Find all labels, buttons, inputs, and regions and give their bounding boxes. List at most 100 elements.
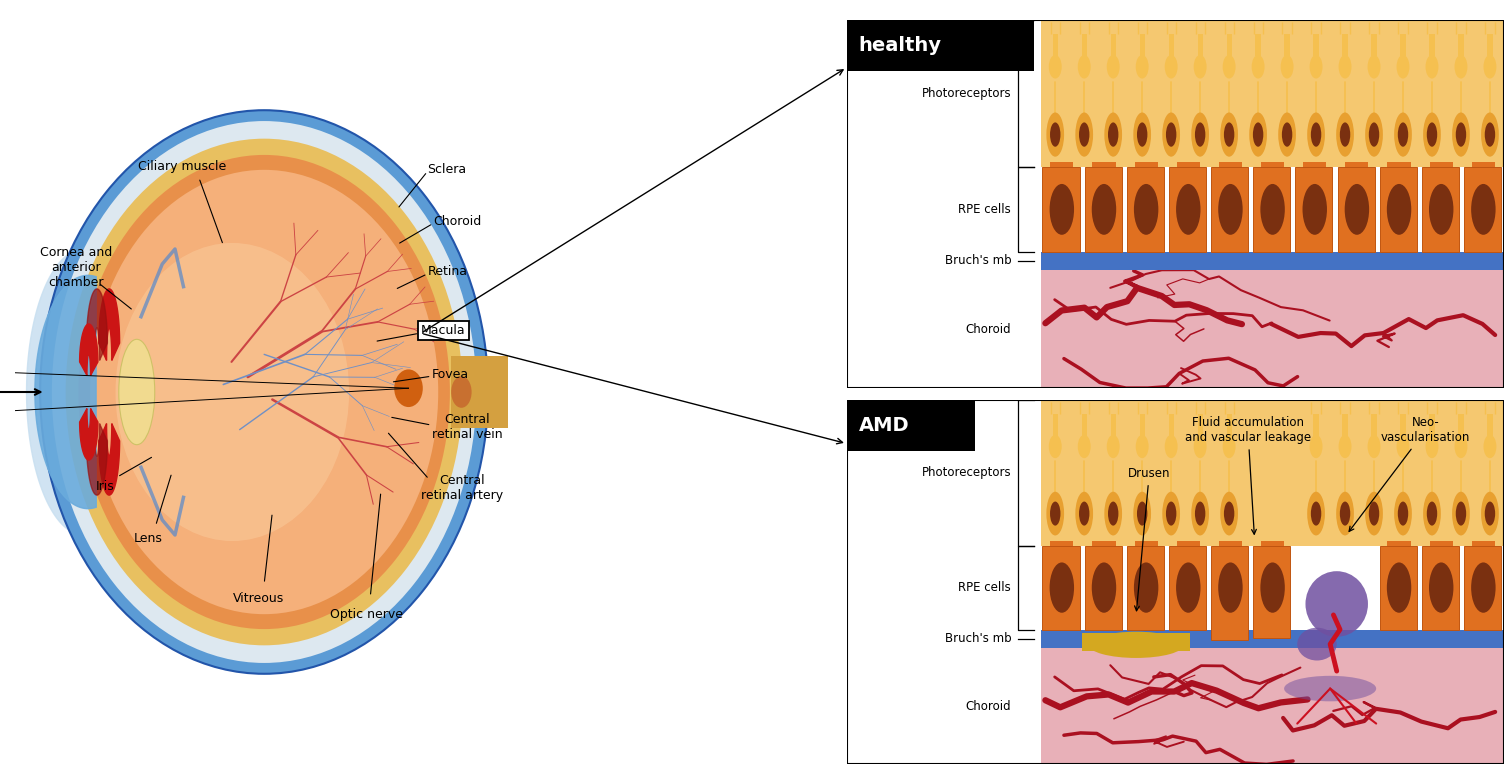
Bar [1169, 167, 1207, 252]
Bar [1052, 34, 1058, 56]
Text: Iris: Iris [95, 480, 115, 492]
Ellipse shape [1134, 184, 1158, 234]
Bar [1169, 546, 1207, 630]
Bar [1388, 162, 1411, 175]
Bar [1338, 167, 1374, 252]
Ellipse shape [1309, 55, 1323, 78]
Bar [1400, 415, 1406, 436]
Polygon shape [86, 289, 107, 361]
Text: Bruch's mb: Bruch's mb [945, 255, 1012, 267]
Ellipse shape [1297, 628, 1337, 660]
Ellipse shape [1049, 502, 1060, 525]
Bar [1111, 415, 1116, 436]
Bar [1471, 541, 1495, 554]
Ellipse shape [1456, 502, 1467, 525]
Ellipse shape [1249, 112, 1267, 157]
Bar [1488, 415, 1492, 436]
Ellipse shape [1191, 112, 1210, 157]
Bar [1388, 541, 1411, 554]
Ellipse shape [1368, 122, 1379, 147]
Bar [1040, 400, 1504, 546]
Bar [1198, 415, 1202, 436]
Bar [1126, 167, 1164, 252]
Ellipse shape [1482, 492, 1498, 535]
Ellipse shape [1092, 562, 1116, 613]
Polygon shape [80, 324, 98, 376]
Ellipse shape [1137, 122, 1148, 147]
Ellipse shape [1423, 492, 1441, 535]
Bar [1471, 162, 1495, 175]
Ellipse shape [1089, 632, 1184, 658]
Bar [1459, 415, 1464, 436]
Ellipse shape [1394, 112, 1412, 157]
Ellipse shape [1397, 502, 1408, 525]
Ellipse shape [1049, 122, 1060, 147]
Ellipse shape [1163, 112, 1179, 157]
Ellipse shape [1193, 55, 1207, 78]
Bar [1421, 167, 1459, 252]
Ellipse shape [1223, 122, 1234, 147]
Bar [1140, 415, 1145, 436]
Bar [1040, 630, 1504, 648]
Ellipse shape [51, 121, 476, 663]
Ellipse shape [1136, 435, 1149, 458]
Bar [1051, 162, 1074, 175]
Text: Neo-
vascularisation: Neo- vascularisation [1349, 416, 1470, 532]
Bar [1314, 415, 1318, 436]
Bar [1343, 415, 1347, 436]
Ellipse shape [1049, 184, 1074, 234]
Bar [1176, 162, 1201, 175]
Ellipse shape [1092, 184, 1116, 234]
Ellipse shape [1075, 492, 1093, 535]
Text: Macula: Macula [420, 324, 466, 337]
Bar [1052, 415, 1058, 436]
Ellipse shape [1456, 122, 1467, 147]
Bar [1429, 415, 1435, 436]
Bar [1126, 546, 1164, 630]
Polygon shape [27, 249, 83, 535]
Ellipse shape [1337, 112, 1353, 157]
Bar [1430, 162, 1453, 175]
Ellipse shape [1278, 112, 1296, 157]
Ellipse shape [1311, 502, 1321, 525]
Bar [1400, 34, 1406, 56]
Ellipse shape [1394, 492, 1412, 535]
Bar [1084, 167, 1122, 252]
Text: Sclera: Sclera [428, 164, 467, 176]
Text: Fovea: Fovea [431, 368, 469, 381]
Ellipse shape [1176, 562, 1201, 613]
Ellipse shape [1397, 435, 1409, 458]
Ellipse shape [1452, 492, 1470, 535]
Ellipse shape [1107, 435, 1120, 458]
Ellipse shape [1427, 502, 1438, 525]
Bar [1488, 34, 1492, 56]
Bar [1314, 34, 1318, 56]
Ellipse shape [1164, 55, 1178, 78]
Bar [1379, 167, 1417, 252]
Ellipse shape [1261, 562, 1285, 613]
Ellipse shape [1471, 562, 1495, 613]
Ellipse shape [1387, 562, 1411, 613]
Ellipse shape [1108, 122, 1119, 147]
Text: RPE cells: RPE cells [959, 203, 1012, 216]
Ellipse shape [1423, 112, 1441, 157]
Ellipse shape [1337, 492, 1353, 535]
Bar [1346, 162, 1368, 175]
Text: Choroid: Choroid [966, 699, 1012, 713]
Ellipse shape [395, 369, 423, 407]
Bar [1169, 415, 1173, 436]
Bar [1303, 162, 1326, 175]
Bar [1219, 541, 1241, 554]
Bar [1343, 34, 1347, 56]
Text: Choroid: Choroid [432, 215, 481, 227]
Bar [1140, 34, 1145, 56]
Bar [1083, 633, 1190, 652]
Ellipse shape [1455, 55, 1468, 78]
Ellipse shape [1426, 435, 1438, 458]
Bar [1459, 34, 1464, 56]
Text: Bruch's mb: Bruch's mb [945, 632, 1012, 645]
Ellipse shape [1471, 184, 1495, 234]
Ellipse shape [1166, 502, 1176, 525]
Bar [1169, 34, 1173, 56]
Bar [1219, 162, 1241, 175]
